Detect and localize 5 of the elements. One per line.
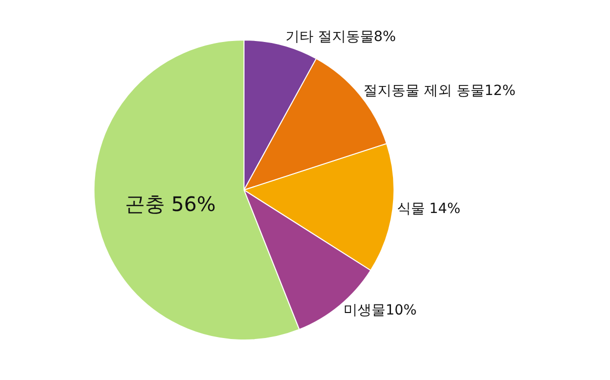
slice-label: 미생물10%: [344, 302, 417, 318]
slice-label: 기타 절지동물8%: [285, 29, 396, 46]
slice-label: 절지동물 제외 동물12%: [364, 83, 516, 100]
slice-label: 식물 14%: [396, 200, 460, 217]
slice-label: 곤충 56%: [124, 192, 216, 216]
